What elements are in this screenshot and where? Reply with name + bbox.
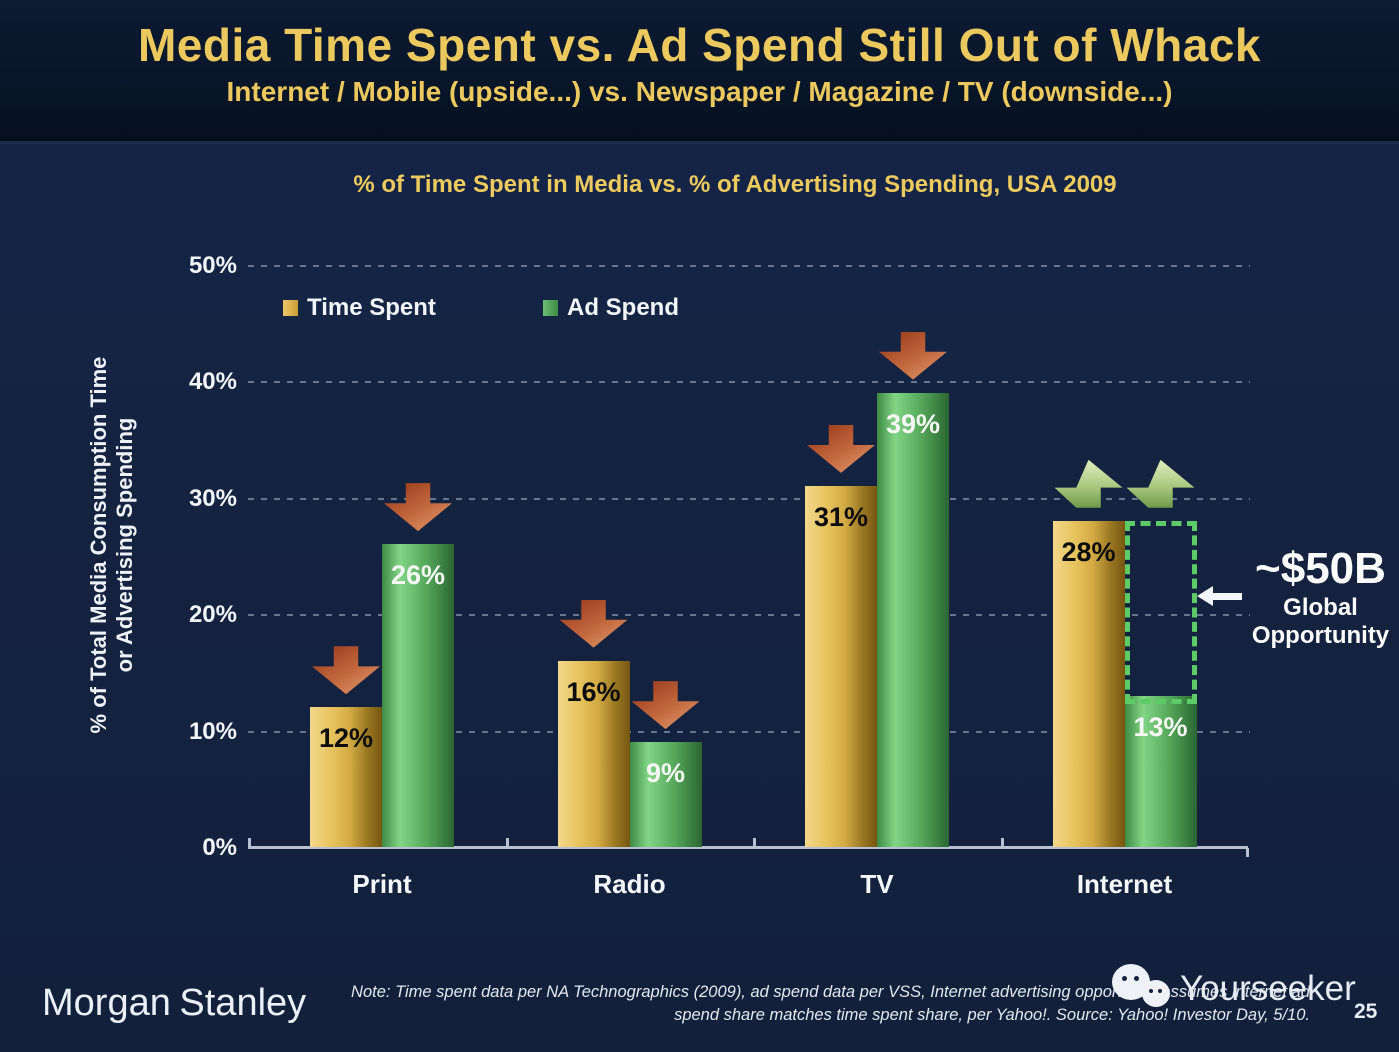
axis-tick: [248, 838, 251, 847]
opportunity-value: ~$50B: [1255, 544, 1386, 593]
x-category-label-radio: Radio: [593, 869, 666, 899]
page-number: 25: [1354, 1000, 1378, 1023]
bar-time-spent-internet: 28%: [1052, 520, 1125, 847]
y-tick-label: 0%: [202, 834, 237, 861]
source-note: Note: Time spent data per NA Technograph…: [210, 981, 1310, 1027]
axis-tick: [1000, 838, 1004, 847]
morgan-stanley-logo: Morgan Stanley: [42, 982, 307, 1024]
down-trend-arrow-icon: [879, 331, 947, 380]
legend-item-ad-spend: Ad Spend: [543, 294, 679, 322]
y-tick-label: 50%: [188, 251, 237, 279]
down-trend-arrow-icon: [631, 681, 700, 730]
left-arrow-head-icon: [1197, 586, 1213, 606]
up-trend-arrow-icon: [1054, 459, 1123, 508]
gridline: [248, 730, 1250, 733]
bar-ad-spend-internet: 13%: [1124, 695, 1197, 847]
source-note-line1: Note: Time spent data per NA Technograph…: [351, 983, 1310, 1001]
left-arrow-icon: [1212, 593, 1242, 600]
y-tick-label: 20%: [188, 601, 237, 628]
bar-ad-spend-radio: 9%: [629, 742, 702, 847]
bar-value-label: 13%: [1133, 711, 1188, 742]
up-trend-arrow-icon: [1126, 459, 1195, 508]
opportunity-caption: Global Opportunity: [1238, 594, 1399, 650]
x-axis-line: [248, 846, 1248, 849]
x-category-label-internet: Internet: [1076, 869, 1173, 899]
down-trend-arrow-icon: [559, 599, 628, 648]
bar-time-spent-radio: 16%: [557, 660, 630, 847]
down-trend-arrow-icon: [384, 483, 452, 532]
gridline: [248, 264, 1250, 267]
legend-swatch-green-icon: [543, 300, 558, 316]
down-trend-arrow-icon: [312, 646, 380, 695]
x-category-label-print: Print: [352, 869, 412, 899]
source-note-line2: spend share matches time spent share, pe…: [674, 1006, 1310, 1024]
bar-value-label: 39%: [885, 408, 941, 439]
bar-time-spent-print: 12%: [310, 707, 382, 847]
legend-label-ad-spend: Ad Spend: [567, 294, 679, 321]
gridline: [248, 381, 1250, 383]
x-category-label-tv: TV: [860, 869, 894, 899]
bar-value-label: 31%: [813, 501, 869, 532]
slide-title: Media Time Spent vs. Ad Spend Still Out …: [137, 19, 1262, 71]
opportunity-caption-line1: Global: [1283, 594, 1358, 621]
y-tick-label: 30%: [188, 484, 237, 512]
opportunity-caption-line2: Opportunity: [1251, 622, 1390, 649]
bar-value-label: 28%: [1061, 536, 1116, 567]
legend-item-time-spent: Time Spent: [283, 294, 436, 322]
bar-value-label: 12%: [318, 723, 374, 754]
bar-value-label: 26%: [390, 560, 446, 591]
gridline: [248, 497, 1250, 500]
bar-value-label: 9%: [645, 758, 686, 789]
slide-subtitle: Internet / Mobile (upside...) vs. Newspa…: [226, 76, 1173, 107]
axis-tick: [1246, 848, 1249, 857]
wechat-icon: [1112, 962, 1184, 1014]
bar-ad-spend-print: 26%: [382, 544, 454, 847]
axis-tick: [753, 838, 756, 847]
bubble-eye-icon: [1122, 976, 1127, 981]
bubble-eye-icon: [1149, 989, 1153, 993]
watermark-text: Yourseeker: [1180, 969, 1356, 1008]
bubble-eye-icon: [1158, 989, 1162, 993]
gridline: [248, 614, 1250, 616]
bubble-eye-icon: [1134, 976, 1139, 981]
down-trend-arrow-icon: [807, 424, 875, 473]
bar-ad-spend-tv: 39%: [877, 392, 949, 847]
opportunity-dotted-box: [1124, 520, 1197, 704]
chat-bubble-small-icon: [1142, 980, 1170, 1007]
legend-swatch-gold-icon: [283, 300, 298, 316]
chart-title: % of Time Spent in Media vs. % of Advert…: [353, 171, 1117, 198]
slide-header: Media Time Spent vs. Ad Spend Still Out …: [0, 0, 1399, 144]
bar-time-spent-tv: 31%: [805, 485, 877, 847]
legend-label-time-spent: Time Spent: [307, 294, 436, 321]
bar-value-label: 16%: [566, 676, 621, 707]
axis-tick: [505, 838, 509, 847]
y-tick-label: 10%: [188, 717, 237, 745]
y-tick-label: 40%: [188, 368, 237, 395]
